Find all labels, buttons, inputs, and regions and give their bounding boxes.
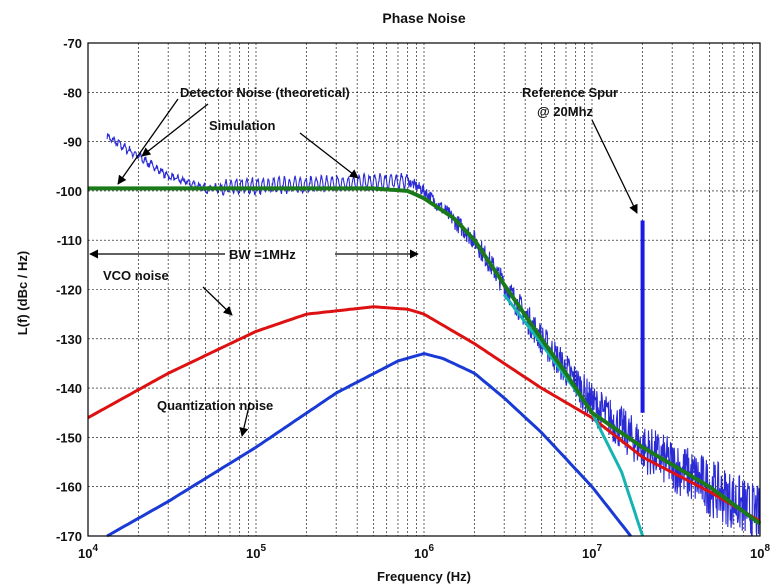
arrow-detector-noise-2: [141, 103, 209, 157]
x-tick-label: 107: [582, 543, 602, 561]
x-tick-exponent: 8: [764, 543, 770, 554]
x-tick-exponent: 7: [596, 543, 602, 554]
x-axis-label: Frequency (Hz): [377, 569, 471, 584]
series-line-vco-noise: [87, 305, 761, 523]
annotation-label: Reference Spur: [522, 85, 618, 100]
x-tick-label: 106: [414, 543, 434, 561]
x-tick-label: 105: [246, 543, 266, 561]
annotation-label: Detector Noise (theoretical): [180, 85, 350, 100]
x-tick-base: 10: [78, 546, 92, 561]
y-tick-label: -150: [56, 430, 82, 445]
series-line-detector-noise-theoretical: [88, 186, 762, 526]
arrow-vco-noise: [202, 286, 233, 316]
x-tick-base: 10: [414, 546, 428, 561]
arrow-detector-noise: [117, 98, 179, 185]
x-tick-base: 10: [750, 546, 764, 561]
arrow-reference-spur: [591, 119, 638, 214]
annotation-label: Quantization noise: [157, 398, 273, 413]
x-tick-label: 108: [750, 543, 770, 561]
x-tick-base: 10: [582, 546, 596, 561]
x-tick-exponent: 6: [428, 543, 434, 554]
x-tick-label: 104: [78, 543, 98, 561]
x-tick-exponent: 4: [92, 543, 98, 554]
annotation-label: BW =1MHz: [229, 247, 296, 262]
y-tick-label: -120: [56, 283, 82, 298]
annotations: Detector Noise (theoretical) Simulation Re…: [89, 85, 638, 437]
y-tick-label: -140: [56, 381, 82, 396]
y-tick-label: -100: [56, 184, 82, 199]
arrow-quantization-noise: [239, 401, 251, 437]
chart-title: Phase Noise: [382, 10, 465, 26]
series-layer: [87, 133, 762, 538]
arrow-simulation: [299, 132, 359, 179]
tick-labels: -70 -80 -90 -100 -110 -120 -130 -140 -150 -160 -17…: [56, 36, 770, 561]
y-tick-label: -70: [63, 36, 82, 51]
x-tick-base: 10: [246, 546, 260, 561]
y-tick-label: -170: [56, 529, 82, 544]
y-tick-label: -160: [56, 480, 82, 495]
series-line-quantization-noise: [106, 352, 632, 538]
y-tick-label: -130: [56, 332, 82, 347]
annotation-label: @ 20Mhz: [537, 104, 594, 119]
y-tick-label: -80: [63, 85, 82, 100]
y-tick-label: -90: [63, 135, 82, 150]
y-tick-label: -110: [57, 233, 82, 248]
plot-frame: [87, 42, 761, 537]
x-tick-exponent: 5: [260, 543, 266, 554]
annotation-label: Simulation: [209, 118, 276, 133]
y-axis-label: L(f) (dBc / Hz): [15, 251, 30, 335]
annotation-label: VCO noise: [103, 268, 169, 283]
